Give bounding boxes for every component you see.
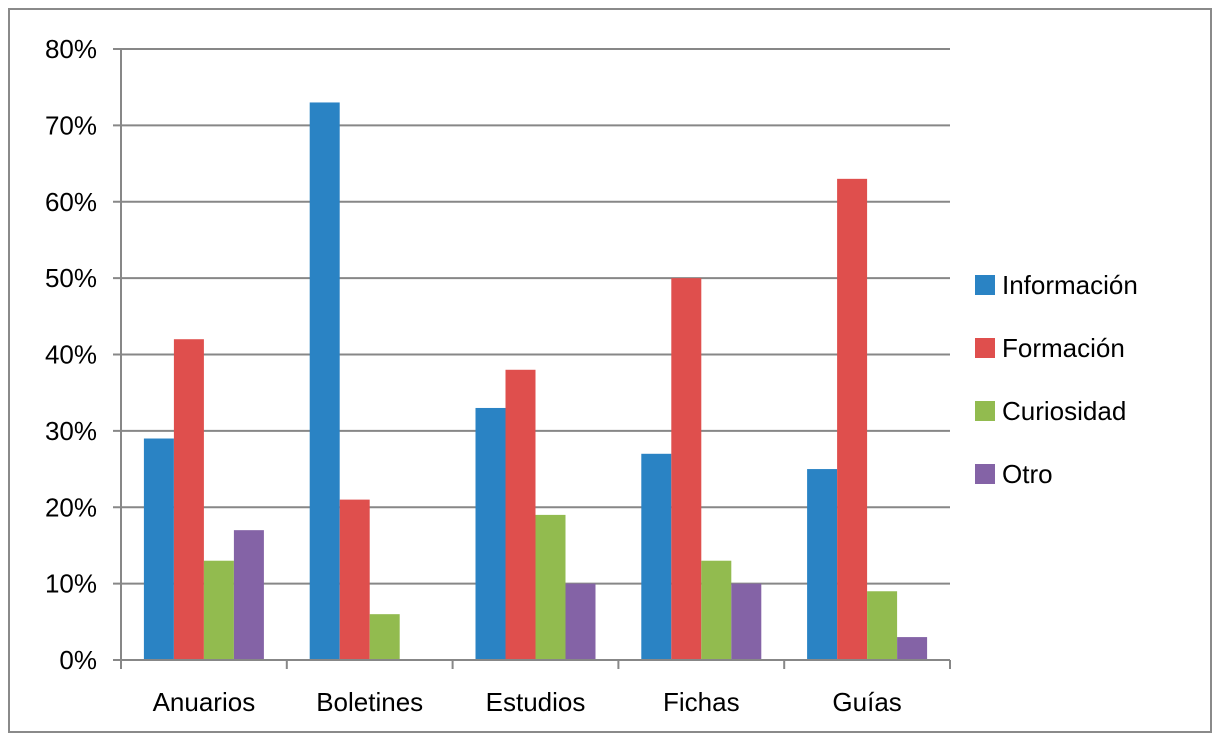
y-tick-label: 70% — [45, 110, 97, 140]
bar-formacion-anuarios — [173, 339, 204, 660]
x-tick-label: Fichas — [663, 687, 740, 717]
bar-curiosidad-estudios — [535, 514, 566, 660]
bar-informacion-boletines — [309, 102, 340, 660]
x-tick-label: Estudios — [486, 687, 586, 717]
y-tick-label: 40% — [45, 340, 97, 370]
bar-curiosidad-boletines — [369, 614, 400, 660]
legend-swatch — [975, 275, 995, 295]
bars — [143, 102, 928, 660]
y-tick-label: 80% — [45, 34, 97, 64]
legend-swatch — [975, 401, 995, 421]
legend-swatch — [975, 338, 995, 358]
bar-otro-estudios — [565, 583, 596, 660]
bar-formacion-boletines — [339, 499, 370, 660]
legend-label: Formación — [1002, 333, 1125, 363]
bar-informacion-fichas — [641, 453, 672, 660]
legend-label: Curiosidad — [1002, 396, 1126, 426]
legend: Información Formación Curiosidad Otro — [975, 270, 1138, 489]
x-tick-label: Boletines — [316, 687, 423, 717]
bar-formacion-guias — [837, 178, 868, 660]
bar-otro-anuarios — [233, 530, 264, 660]
bar-curiosidad-fichas — [701, 560, 732, 660]
y-tick-label: 0% — [59, 645, 97, 675]
bar-otro-fichas — [731, 583, 762, 660]
bar-informacion-estudios — [475, 407, 506, 660]
legend-label: Información — [1002, 270, 1138, 300]
x-tick-label: Anuarios — [153, 687, 256, 717]
y-tick-label: 10% — [45, 569, 97, 599]
legend-label: Otro — [1002, 459, 1053, 489]
bar-otro-guias — [897, 637, 928, 660]
axes: 0% 10% 20% 30% 40% 50% 60% 70% 80% Anuarios Boleti… — [45, 34, 951, 717]
y-tick-label: 60% — [45, 187, 97, 217]
bar-informacion-guias — [807, 469, 838, 660]
legend-swatch — [975, 464, 995, 484]
x-tick-label: Guías — [832, 687, 901, 717]
bar-formacion-estudios — [505, 369, 536, 660]
bar-curiosidad-anuarios — [203, 560, 234, 660]
bar-informacion-anuarios — [143, 438, 174, 660]
y-tick-label: 50% — [45, 263, 97, 293]
bar-curiosidad-guias — [867, 591, 898, 660]
bar-formacion-fichas — [671, 278, 702, 660]
y-tick-label: 30% — [45, 416, 97, 446]
y-tick-label: 20% — [45, 492, 97, 522]
